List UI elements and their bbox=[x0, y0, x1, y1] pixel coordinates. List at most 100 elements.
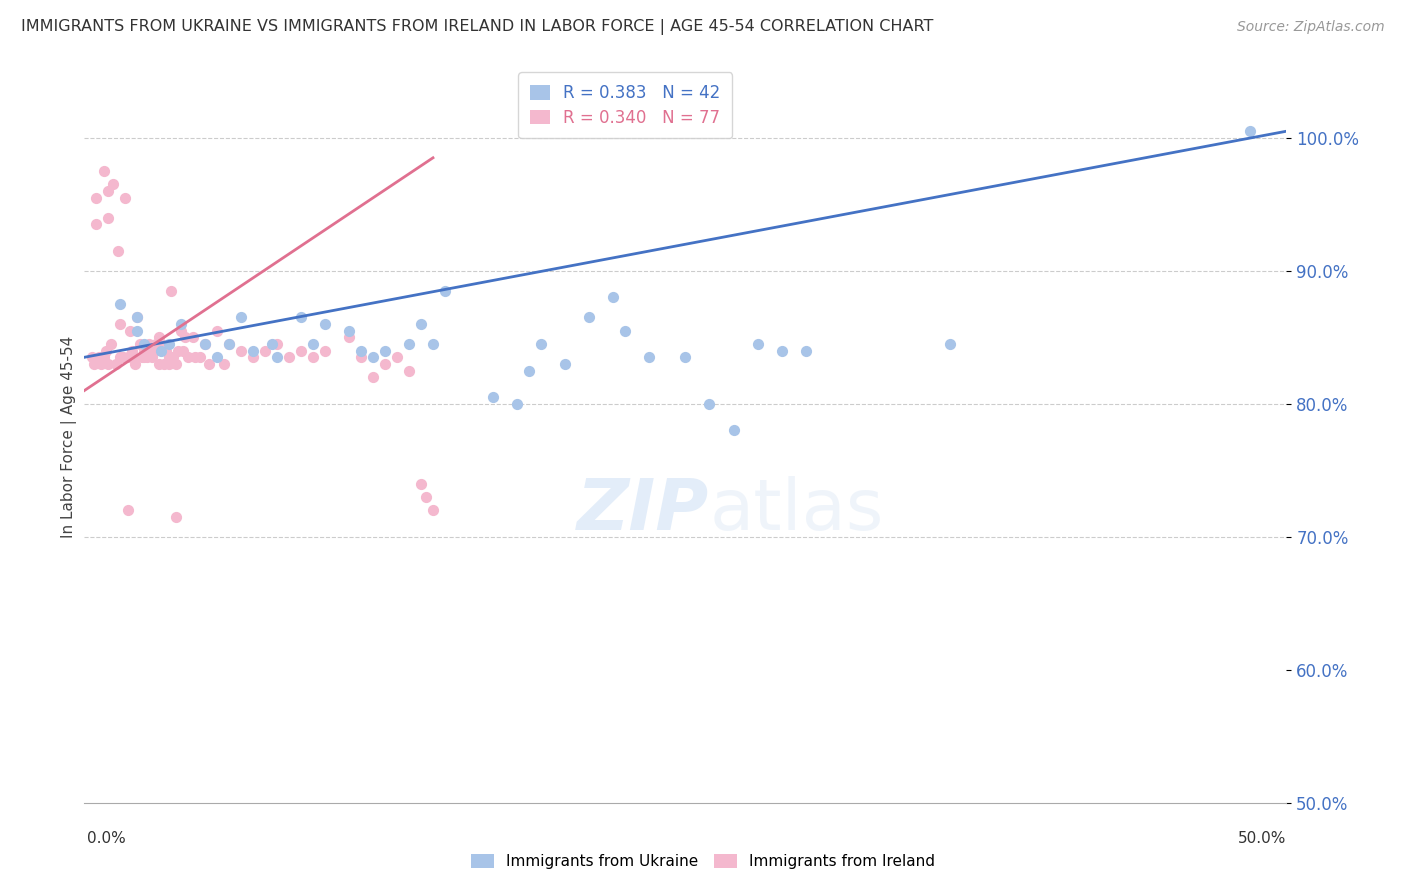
Point bbox=[83, 357, 105, 371]
Point bbox=[260, 337, 283, 351]
Point bbox=[638, 351, 661, 365]
Point bbox=[290, 343, 312, 358]
Point bbox=[121, 351, 143, 365]
Point bbox=[155, 343, 177, 358]
Point bbox=[107, 244, 129, 258]
Point bbox=[145, 337, 167, 351]
Point bbox=[111, 351, 134, 365]
Point bbox=[794, 343, 817, 358]
Point bbox=[110, 351, 132, 365]
Point bbox=[506, 397, 529, 411]
Point bbox=[117, 351, 139, 365]
Point bbox=[415, 490, 437, 504]
Point bbox=[194, 337, 217, 351]
Point bbox=[409, 317, 432, 331]
Point bbox=[167, 343, 190, 358]
Point bbox=[301, 337, 323, 351]
Point bbox=[148, 330, 170, 344]
Point bbox=[80, 351, 103, 365]
Legend: Immigrants from Ukraine, Immigrants from Ireland: Immigrants from Ukraine, Immigrants from… bbox=[465, 848, 941, 875]
Point bbox=[128, 337, 150, 351]
Point bbox=[602, 290, 624, 304]
Point bbox=[134, 337, 156, 351]
Point bbox=[770, 343, 793, 358]
Point bbox=[614, 324, 637, 338]
Point bbox=[157, 357, 180, 371]
Point bbox=[138, 337, 160, 351]
Point bbox=[117, 503, 139, 517]
Point bbox=[290, 310, 312, 325]
Point bbox=[97, 211, 120, 225]
Point bbox=[422, 337, 444, 351]
Point bbox=[124, 357, 146, 371]
Point bbox=[134, 351, 156, 365]
Text: ZIP: ZIP bbox=[578, 475, 710, 545]
Point bbox=[97, 357, 120, 371]
Point bbox=[110, 317, 132, 331]
Point bbox=[157, 351, 180, 365]
Point bbox=[198, 357, 221, 371]
Point bbox=[150, 337, 173, 351]
Point bbox=[398, 337, 420, 351]
Point bbox=[385, 351, 408, 365]
Point bbox=[218, 337, 240, 351]
Point bbox=[134, 343, 156, 358]
Point bbox=[141, 351, 163, 365]
Point bbox=[90, 357, 112, 371]
Point bbox=[350, 351, 373, 365]
Text: atlas: atlas bbox=[710, 475, 884, 545]
Text: 0.0%: 0.0% bbox=[87, 831, 127, 846]
Point bbox=[212, 357, 235, 371]
Point bbox=[266, 337, 288, 351]
Point bbox=[127, 310, 149, 325]
Point bbox=[314, 317, 336, 331]
Point bbox=[422, 503, 444, 517]
Point bbox=[169, 317, 191, 331]
Point bbox=[229, 343, 252, 358]
Point bbox=[93, 164, 115, 178]
Point bbox=[517, 363, 540, 377]
Point bbox=[337, 330, 360, 344]
Point bbox=[314, 343, 336, 358]
Point bbox=[97, 184, 120, 198]
Point bbox=[266, 351, 288, 365]
Point bbox=[114, 191, 136, 205]
Point bbox=[301, 351, 323, 365]
Point bbox=[160, 284, 183, 298]
Text: Source: ZipAtlas.com: Source: ZipAtlas.com bbox=[1237, 21, 1385, 34]
Point bbox=[675, 351, 697, 365]
Legend: R = 0.383   N = 42, R = 0.340   N = 77: R = 0.383 N = 42, R = 0.340 N = 77 bbox=[519, 72, 733, 138]
Point bbox=[723, 424, 745, 438]
Point bbox=[127, 324, 149, 338]
Point bbox=[939, 337, 962, 351]
Point bbox=[747, 337, 769, 351]
Point bbox=[205, 351, 228, 365]
Point bbox=[177, 351, 200, 365]
Point bbox=[86, 217, 108, 231]
Point bbox=[100, 337, 122, 351]
Point bbox=[86, 191, 108, 205]
Point bbox=[172, 343, 194, 358]
Point bbox=[229, 310, 252, 325]
Point bbox=[121, 343, 143, 358]
Point bbox=[127, 310, 149, 325]
Text: 50.0%: 50.0% bbox=[1239, 831, 1286, 846]
Point bbox=[148, 357, 170, 371]
Point bbox=[482, 390, 505, 404]
Point bbox=[143, 343, 166, 358]
Point bbox=[181, 330, 204, 344]
Point bbox=[361, 351, 384, 365]
Point bbox=[94, 343, 117, 358]
Point bbox=[152, 357, 174, 371]
Point bbox=[157, 337, 180, 351]
Point bbox=[135, 351, 157, 365]
Point bbox=[374, 343, 396, 358]
Point bbox=[104, 357, 127, 371]
Point bbox=[337, 324, 360, 338]
Point bbox=[165, 357, 187, 371]
Point bbox=[174, 330, 197, 344]
Text: IMMIGRANTS FROM UKRAINE VS IMMIGRANTS FROM IRELAND IN LABOR FORCE | AGE 45-54 CO: IMMIGRANTS FROM UKRAINE VS IMMIGRANTS FR… bbox=[21, 20, 934, 35]
Point bbox=[118, 324, 141, 338]
Point bbox=[277, 351, 299, 365]
Point bbox=[699, 397, 721, 411]
